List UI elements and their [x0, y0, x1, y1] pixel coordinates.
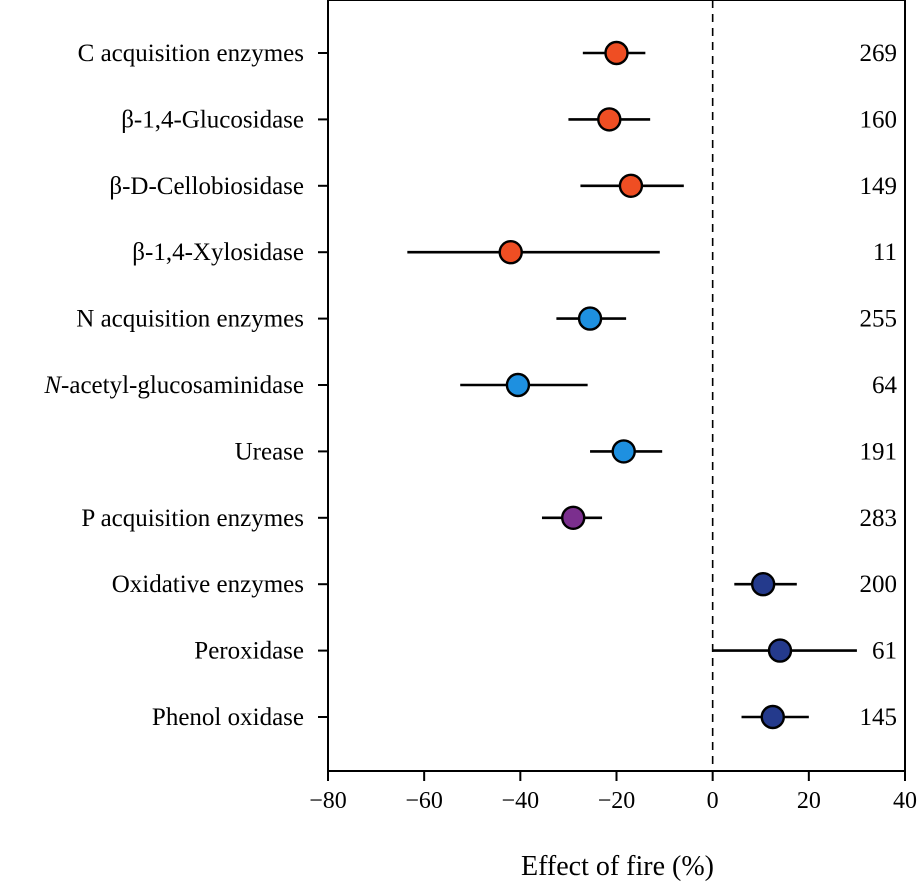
- effect-row: C acquisition enzymes 269: [78, 40, 897, 67]
- effect-point: [498, 239, 523, 265]
- effect-point: [611, 439, 636, 464]
- sample-size: 149: [860, 173, 898, 200]
- effect-row: Peroxidase 61: [194, 638, 897, 665]
- row-label: Peroxidase: [194, 638, 304, 665]
- effect-point: [750, 572, 776, 597]
- effect-row: β-D-Cellobiosidase 149: [109, 173, 897, 200]
- x-tick-label: 0: [707, 788, 719, 814]
- effect-row: N acquisition enzymes 255: [76, 306, 897, 333]
- row-label: β-1,4-Xylosidase: [132, 239, 304, 266]
- row-label: N acquisition enzymes: [76, 306, 304, 333]
- row-label: β-1,4-Glucosidase: [121, 106, 304, 133]
- sample-size: 191: [860, 438, 898, 465]
- row-label: P acquisition enzymes: [81, 505, 304, 532]
- effect-point: [561, 505, 586, 530]
- sample-size: 200: [860, 571, 898, 598]
- x-tick-label: −40: [502, 788, 540, 814]
- effect-row: Phenol oxidase 145: [152, 704, 897, 731]
- effect-rows: C acquisition enzymes 269 β-1,4-Glucosidas…: [43, 40, 897, 731]
- row-label: N-acetyl-glucosaminidase: [43, 372, 304, 399]
- effect-point: [760, 704, 785, 730]
- sample-size: 64: [872, 372, 898, 399]
- effect-row: β-1,4-Glucosidase 160: [121, 106, 897, 133]
- sample-size: 61: [872, 638, 897, 665]
- row-label: Oxidative enzymes: [112, 571, 304, 598]
- effect-point: [577, 306, 603, 331]
- effect-row: P acquisition enzymes 283: [81, 505, 897, 532]
- effect-row: β-1,4-Xylosidase 11: [132, 239, 897, 266]
- effect-row: Urease 191: [235, 438, 897, 465]
- sample-size: 11: [873, 239, 897, 266]
- effect-row: Oxidative enzymes 200: [112, 571, 897, 598]
- x-tick-label: −20: [598, 788, 636, 814]
- sample-size: 283: [860, 505, 898, 532]
- sample-size: 160: [860, 106, 898, 133]
- row-label: Phenol oxidase: [152, 704, 304, 731]
- y-tick-marks: [318, 52, 328, 718]
- x-tick-label: 20: [797, 788, 821, 814]
- effect-point: [604, 40, 629, 66]
- effect-point: [767, 638, 793, 663]
- sample-size: 145: [860, 704, 898, 731]
- row-label: Urease: [235, 438, 304, 465]
- row-label: β-D-Cellobiosidase: [109, 173, 304, 200]
- sample-size: 255: [860, 306, 898, 333]
- x-axis-ticks: −80 −60 −40 −20 0 20 40: [309, 771, 917, 814]
- row-label: C acquisition enzymes: [78, 40, 304, 67]
- effect-point: [618, 173, 644, 199]
- effect-point: [505, 372, 531, 398]
- x-tick-label: −80: [309, 788, 347, 814]
- x-tick-label: 40: [893, 788, 917, 814]
- sample-size: 269: [860, 40, 898, 67]
- effect-point: [597, 107, 622, 132]
- x-tick-label: −60: [405, 788, 443, 814]
- effect-row: N-acetyl-glucosaminidase 64: [43, 372, 897, 399]
- x-axis-title: Effect of fire (%): [521, 851, 714, 882]
